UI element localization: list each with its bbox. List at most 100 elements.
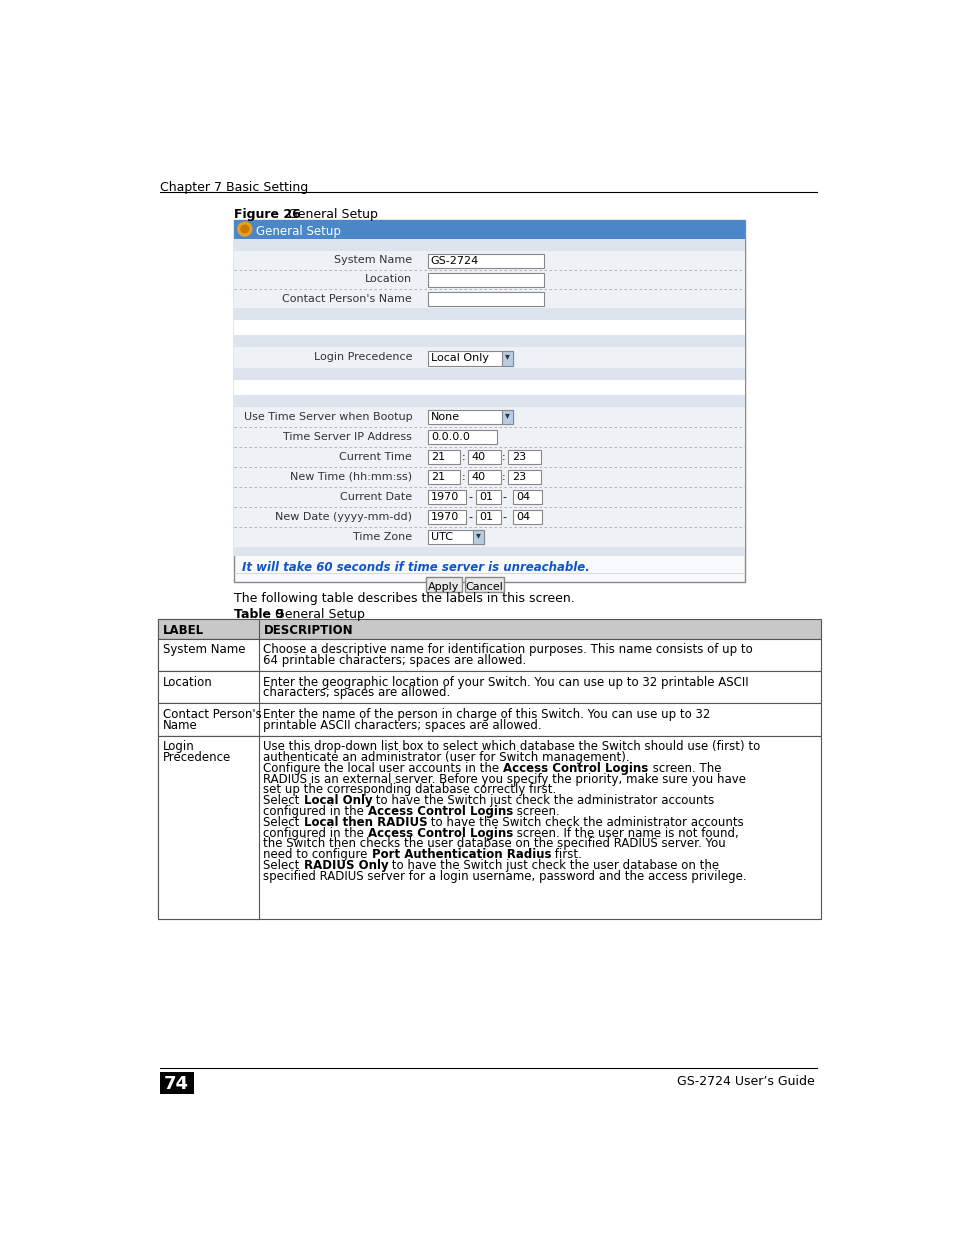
Bar: [233, 220, 744, 582]
Text: Choose a descriptive name for identification purposes. This name consists of up : Choose a descriptive name for identifica…: [263, 643, 752, 656]
Bar: [158, 671, 821, 704]
Text: New Date (yyyy-mm-dd): New Date (yyyy-mm-dd): [274, 511, 412, 521]
Text: 40: 40: [472, 472, 485, 483]
Bar: [233, 380, 744, 395]
Bar: [464, 577, 503, 593]
Bar: [468, 471, 500, 484]
Bar: [501, 410, 513, 424]
Bar: [233, 347, 744, 368]
Bar: [233, 527, 744, 547]
Bar: [158, 736, 258, 919]
Text: screen. If the user name is not found,: screen. If the user name is not found,: [513, 826, 739, 840]
Text: GS-2724: GS-2724: [431, 256, 478, 266]
Text: -: -: [501, 513, 506, 522]
Bar: [233, 270, 744, 289]
Text: RADIUS Only: RADIUS Only: [303, 858, 388, 872]
Bar: [468, 450, 500, 464]
Text: Precedence: Precedence: [162, 751, 231, 764]
Text: Current Time: Current Time: [339, 452, 412, 462]
Bar: [427, 293, 543, 306]
Bar: [158, 736, 821, 919]
Bar: [233, 368, 744, 380]
Bar: [233, 487, 744, 508]
Text: Enter the name of the person in charge of this Switch. You can use up to 32: Enter the name of the person in charge o…: [263, 708, 710, 721]
Bar: [158, 638, 821, 671]
Bar: [233, 336, 744, 347]
Text: Location: Location: [365, 274, 412, 284]
Text: 74: 74: [164, 1076, 189, 1093]
Text: ▾: ▾: [505, 410, 510, 420]
Text: Configure the local user accounts in the: Configure the local user accounts in the: [263, 762, 503, 774]
Text: New Time (hh:mm:ss): New Time (hh:mm:ss): [290, 472, 412, 482]
Bar: [158, 619, 821, 638]
Bar: [427, 490, 466, 504]
Text: 21: 21: [431, 472, 445, 483]
Bar: [513, 490, 542, 504]
Text: System Name: System Name: [334, 256, 412, 266]
Bar: [508, 471, 540, 484]
Text: 01: 01: [478, 513, 493, 522]
Text: -: -: [501, 493, 506, 503]
Text: General Setup: General Setup: [255, 225, 340, 238]
Bar: [233, 467, 744, 487]
Text: Location: Location: [162, 676, 213, 689]
Text: Current Date: Current Date: [339, 492, 412, 501]
Bar: [501, 351, 513, 366]
Bar: [508, 450, 540, 464]
Bar: [158, 671, 258, 704]
Text: System Name: System Name: [162, 643, 245, 656]
Circle shape: [237, 222, 252, 236]
Bar: [233, 251, 744, 270]
Bar: [158, 704, 258, 736]
Text: RADIUS is an external server. Before you specify the priority, make sure you hav: RADIUS is an external server. Before you…: [263, 773, 745, 785]
Text: configured in the: configured in the: [263, 805, 368, 818]
Text: Contact Person's: Contact Person's: [162, 708, 261, 721]
Bar: [233, 406, 744, 427]
Bar: [158, 704, 821, 736]
Text: Name: Name: [162, 719, 197, 732]
Text: Local then RADIUS: Local then RADIUS: [303, 816, 427, 829]
Text: specified RADIUS server for a login username, password and the access privilege.: specified RADIUS server for a login user…: [263, 869, 746, 883]
Bar: [427, 253, 543, 268]
Bar: [476, 510, 500, 524]
Text: screen. The: screen. The: [648, 762, 720, 774]
Text: Apply: Apply: [428, 582, 459, 592]
Text: 01: 01: [478, 493, 493, 503]
Text: DESCRIPTION: DESCRIPTION: [263, 624, 353, 637]
Bar: [427, 351, 513, 366]
Bar: [427, 510, 466, 524]
Text: to have the Switch check the administrator accounts: to have the Switch check the administrat…: [427, 816, 743, 829]
Text: 64 printable characters; spaces are allowed.: 64 printable characters; spaces are allo…: [263, 655, 526, 667]
Text: Contact Person's Name: Contact Person's Name: [282, 294, 412, 304]
Text: Access Control Logins: Access Control Logins: [368, 805, 513, 818]
Bar: [233, 508, 744, 527]
Text: authenticate an administrator (user for Switch management).: authenticate an administrator (user for …: [263, 751, 629, 764]
Text: configured in the: configured in the: [263, 826, 368, 840]
Text: LABEL: LABEL: [162, 624, 204, 637]
Text: Access Control Logins: Access Control Logins: [368, 826, 513, 840]
Bar: [233, 320, 744, 336]
Text: 0.0.0.0: 0.0.0.0: [431, 432, 469, 442]
Bar: [427, 430, 497, 443]
Bar: [427, 410, 513, 424]
Text: 1970: 1970: [431, 493, 458, 503]
Text: to have the Switch just check the administrator accounts: to have the Switch just check the admini…: [372, 794, 714, 808]
Text: Use Time Server when Bootup: Use Time Server when Bootup: [243, 411, 412, 421]
Text: 23: 23: [512, 452, 526, 462]
Text: the Switch then checks the user database on the specified RADIUS server. You: the Switch then checks the user database…: [263, 837, 725, 851]
Text: ▾: ▾: [476, 531, 480, 541]
Text: screen.: screen.: [513, 805, 559, 818]
Text: Time Zone: Time Zone: [353, 531, 412, 542]
Text: Time Server IP Address: Time Server IP Address: [283, 431, 412, 442]
Text: 40: 40: [472, 452, 485, 462]
Bar: [233, 395, 744, 406]
Bar: [233, 240, 744, 251]
Text: Access Control Logins: Access Control Logins: [503, 762, 648, 774]
Bar: [233, 289, 744, 309]
Bar: [233, 309, 744, 320]
Text: :: :: [501, 452, 505, 462]
Bar: [427, 273, 543, 287]
Text: Select: Select: [263, 794, 303, 808]
Text: UTC: UTC: [431, 532, 453, 542]
Bar: [427, 530, 483, 543]
